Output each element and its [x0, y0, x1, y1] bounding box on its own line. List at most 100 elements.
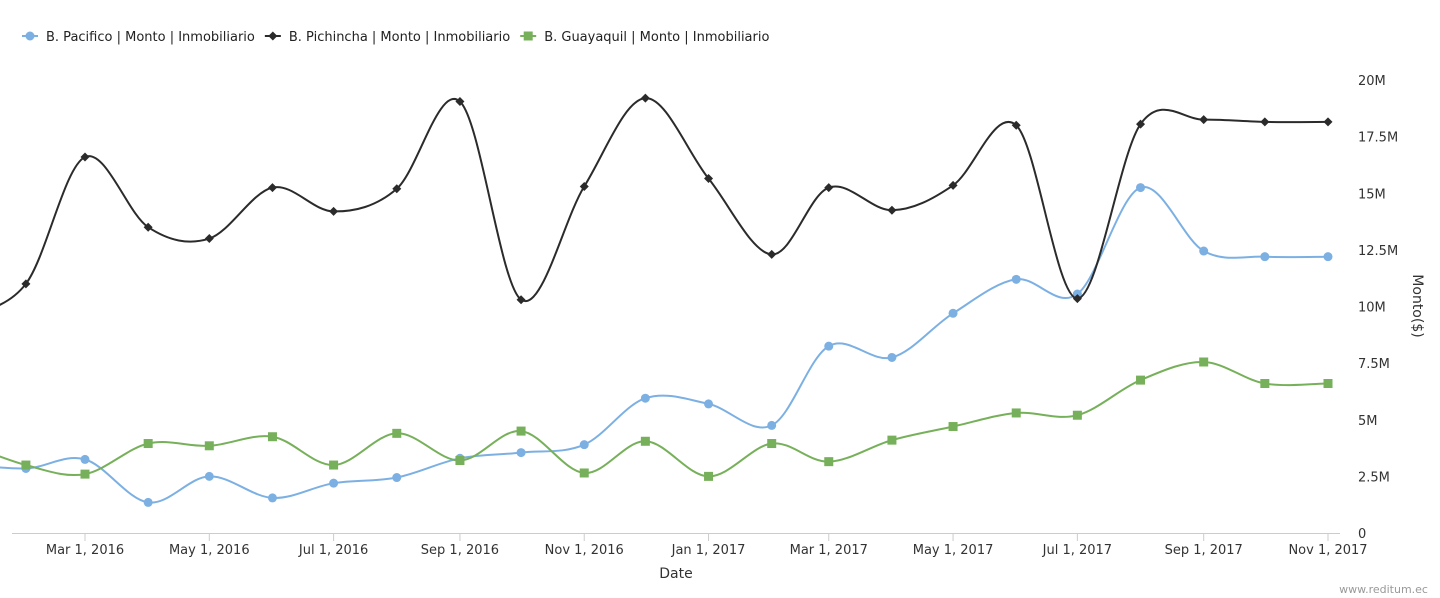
legend-marker-icon[interactable] — [523, 31, 533, 41]
data-point[interactable] — [392, 473, 402, 483]
data-point[interactable] — [1011, 408, 1021, 418]
data-point[interactable] — [204, 471, 214, 481]
legend-item[interactable]: B. Pichincha | Monto | Inmobiliario — [264, 30, 510, 45]
data-point[interactable] — [1072, 410, 1082, 420]
x-axis-title: Date — [659, 566, 692, 582]
data-point[interactable] — [887, 352, 897, 362]
data-point[interactable] — [1323, 379, 1333, 389]
data-point[interactable] — [1260, 252, 1270, 262]
data-point[interactable] — [824, 183, 834, 193]
legend-marker-icon[interactable] — [268, 31, 278, 41]
y-tick-label: 17.5M — [1358, 131, 1398, 146]
data-point[interactable] — [1011, 120, 1021, 130]
data-point[interactable] — [1136, 183, 1146, 193]
data-point[interactable] — [1323, 117, 1333, 127]
y-tick-label: 12.5M — [1358, 244, 1398, 259]
data-point[interactable] — [948, 422, 958, 432]
data-point[interactable] — [455, 97, 465, 107]
data-point[interactable] — [516, 448, 526, 458]
data-point[interactable] — [887, 205, 897, 215]
data-point[interactable] — [767, 420, 777, 430]
series-line[interactable] — [0, 360, 1329, 478]
y-tick-label: 2.5M — [1358, 470, 1390, 485]
data-point[interactable] — [204, 234, 214, 244]
data-point[interactable] — [1260, 117, 1270, 127]
data-point[interactable] — [1072, 294, 1082, 304]
x-tick-label: Jan 1, 2017 — [671, 543, 746, 558]
y-tick-label: 15M — [1358, 187, 1386, 202]
data-point[interactable] — [704, 174, 714, 184]
data-point[interactable] — [21, 279, 31, 289]
data-point[interactable] — [143, 497, 153, 507]
data-point[interactable] — [1323, 252, 1333, 262]
data-point[interactable] — [21, 460, 31, 470]
credit-text[interactable]: www.reditum.ec — [1339, 583, 1428, 596]
data-point[interactable] — [824, 341, 834, 351]
y-tick-label: 7.5M — [1358, 357, 1390, 372]
legend-item[interactable]: B. Pacifico | Monto | Inmobiliario — [22, 30, 255, 45]
y-tick-label: 20M — [1358, 74, 1386, 89]
data-point[interactable] — [1199, 246, 1209, 256]
series-line[interactable] — [0, 97, 1329, 318]
data-point[interactable] — [579, 468, 589, 478]
axes: Mar 1, 2016 May 1, 2016 Jul 1, 2016 Sep 1, … — [12, 74, 1425, 582]
legend-label: B. Pacifico | Monto | Inmobiliario — [46, 30, 255, 45]
x-tick-label: Mar 1, 2017 — [790, 543, 868, 558]
x-tick-label: Sep 1, 2016 — [421, 543, 499, 558]
data-point[interactable] — [329, 460, 339, 470]
data-point[interactable] — [640, 436, 650, 446]
data-point[interactable] — [767, 439, 777, 449]
legend: B. Pacifico | Monto | Inmobiliario B. Pic… — [22, 30, 769, 45]
data-point[interactable] — [640, 393, 650, 403]
data-point[interactable] — [824, 457, 834, 467]
data-point[interactable] — [143, 439, 153, 449]
y-axis-ticks: 0 2.5M 5M 7.5M 10M 12.5M 15M 17.5M 20M — [1358, 74, 1398, 542]
data-point[interactable] — [1199, 357, 1209, 367]
y-tick-label: 10M — [1358, 301, 1386, 316]
data-point[interactable] — [392, 428, 402, 438]
x-tick-label: Jul 1, 2016 — [298, 543, 368, 558]
data-point[interactable] — [579, 440, 589, 450]
data-point[interactable] — [329, 206, 339, 216]
series-2 — [0, 93, 1333, 318]
legend-item[interactable]: B. Guayaquil | Monto | Inmobiliario — [520, 30, 769, 45]
x-tick-label: Sep 1, 2017 — [1165, 543, 1243, 558]
data-point[interactable] — [1136, 119, 1146, 129]
data-point[interactable] — [80, 152, 90, 162]
data-point[interactable] — [143, 222, 153, 232]
data-point[interactable] — [80, 469, 90, 479]
x-tick-label: Nov 1, 2017 — [1288, 543, 1367, 558]
y-tick-label: 5M — [1358, 414, 1378, 429]
data-point[interactable] — [640, 93, 650, 103]
x-tick-label: May 1, 2017 — [913, 543, 994, 558]
data-point[interactable] — [948, 308, 958, 318]
x-tick-label: May 1, 2016 — [169, 543, 250, 558]
data-point[interactable] — [704, 399, 714, 409]
data-point[interactable] — [80, 454, 90, 464]
data-point[interactable] — [455, 456, 465, 466]
data-point[interactable] — [329, 478, 339, 488]
data-point[interactable] — [267, 432, 277, 442]
data-point[interactable] — [1260, 379, 1270, 389]
data-point[interactable] — [1136, 375, 1146, 385]
data-point[interactable] — [204, 441, 214, 451]
data-point[interactable] — [767, 249, 777, 259]
data-point[interactable] — [516, 426, 526, 436]
data-point[interactable] — [267, 183, 277, 193]
data-point[interactable] — [579, 181, 589, 191]
data-point[interactable] — [516, 295, 526, 305]
data-point[interactable] — [948, 180, 958, 190]
data-point[interactable] — [1011, 274, 1021, 284]
series-1 — [0, 183, 1333, 507]
data-point[interactable] — [267, 493, 277, 503]
data-point[interactable] — [1199, 115, 1209, 125]
data-point[interactable] — [887, 435, 897, 445]
data-point[interactable] — [392, 184, 402, 194]
data-point[interactable] — [704, 471, 714, 481]
series-line[interactable] — [0, 186, 1329, 504]
legend-marker-icon[interactable] — [25, 31, 35, 41]
x-axis-ticks: Mar 1, 2016 May 1, 2016 Jul 1, 2016 Sep 1, … — [46, 533, 1368, 558]
x-tick-label: Mar 1, 2016 — [46, 543, 124, 558]
data-point[interactable] — [1072, 289, 1082, 299]
